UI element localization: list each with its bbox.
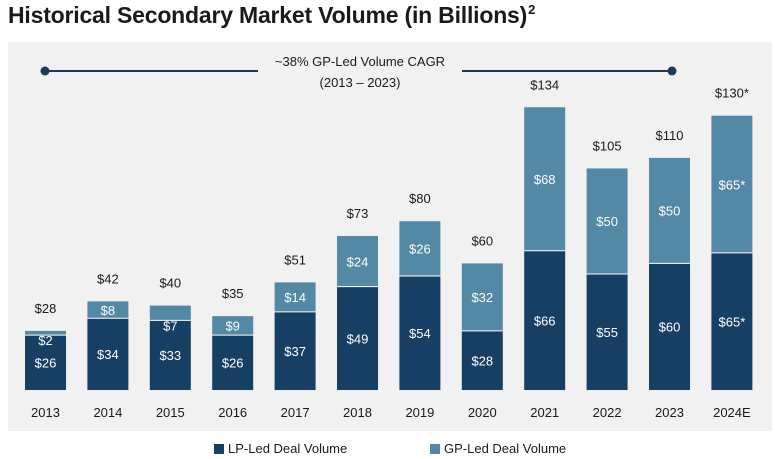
bar-gp-2016 [212, 316, 254, 336]
cagr-period-label: (2013 – 2023) [320, 75, 401, 90]
data-label-lp-2024E: $65* [719, 314, 746, 329]
data-label-gp-2024E: $65* [719, 177, 746, 192]
x-tick-2018: 2018 [343, 405, 372, 420]
legend-swatch-gp [430, 443, 440, 454]
bar-lp-2015 [149, 320, 191, 390]
data-label-lp-2022: $55 [596, 325, 618, 340]
bar-lp-2022 [586, 273, 628, 390]
bar-gp-2019 [399, 221, 441, 277]
cagr-dot-right [667, 66, 677, 76]
data-label-lp-2019: $54 [409, 326, 431, 341]
total-label-2020: $60 [471, 233, 493, 248]
bar-lp-2020 [461, 330, 503, 390]
legend-label-gp: GP-Led Deal Volume [444, 441, 567, 456]
plot-background [8, 42, 772, 431]
x-tick-2020: 2020 [468, 405, 497, 420]
x-tick-2014: 2014 [93, 405, 122, 420]
total-label-2022: $105 [593, 138, 622, 153]
data-label-lp-2023: $60 [659, 320, 681, 335]
data-label-gp-2022: $50 [596, 214, 618, 229]
total-label-2017: $51 [284, 252, 306, 267]
data-label-gp-2023: $50 [659, 204, 681, 219]
x-tick-2013: 2013 [31, 405, 60, 420]
data-label-lp-2020: $28 [471, 353, 493, 368]
total-label-2023: $110 [656, 128, 684, 143]
bar-lp-2018 [337, 286, 378, 390]
data-label-gp-2016: $9 [225, 319, 239, 334]
bar-gp-2022 [586, 168, 628, 274]
bars-group: $26 $2 $28 $34 $8 $42 $33 $7 $40 $26 $9 $35 $37 $14 $5… [25, 77, 753, 390]
total-label-2014: $42 [97, 271, 119, 286]
data-label-lp-2015: $33 [159, 348, 181, 363]
bar-lp-2013 [25, 335, 66, 390]
x-tick-2021: 2021 [530, 405, 559, 420]
bar-lp-2024E [711, 252, 753, 390]
total-label-2015: $40 [159, 276, 181, 291]
data-label-gp-2017: $14 [284, 290, 306, 305]
cagr-label: ~38% GP-Led Volume CAGR [275, 54, 445, 69]
x-tick-2024E: 2024E [713, 405, 751, 420]
bar-lp-2016 [212, 335, 254, 390]
total-label-2019: $80 [409, 191, 431, 206]
bar-gp-2018 [337, 235, 378, 287]
x-tick-2017: 2017 [281, 405, 310, 420]
x-tick-2019: 2019 [405, 405, 434, 420]
data-label-gp-2019: $26 [409, 242, 431, 257]
legend: LP-Led Deal Volume GP-Led Deal Volume [0, 441, 775, 459]
data-label-lp-2014: $34 [97, 347, 119, 362]
bar-lp-2014 [87, 318, 129, 390]
bar-gp-2017 [274, 282, 316, 312]
cagr-annotation: ~38% GP-Led Volume CAGR (2013 – 2023) [40, 54, 677, 90]
bar-gp-2024E [711, 115, 753, 253]
bar-gp-2013 [25, 330, 66, 336]
data-label-gp-2018: $24 [347, 254, 369, 269]
data-label-lp-2021: $66 [534, 313, 556, 328]
chart-title: Historical Secondary Market Volume (in B… [8, 2, 535, 29]
bar-gp-2014 [87, 301, 129, 319]
data-label-gp-2021: $68 [534, 172, 556, 187]
legend-label-lp: LP-Led Deal Volume [228, 441, 348, 456]
total-label-2024E: $130* [715, 86, 749, 101]
total-label-2021: $134 [530, 77, 559, 92]
bar-gp-2023 [649, 157, 690, 264]
x-tick-2016: 2016 [218, 405, 247, 420]
data-label-gp-2013: $2 [38, 333, 52, 348]
x-tick-2015: 2015 [156, 405, 185, 420]
legend-item-gp: GP-Led Deal Volume [430, 441, 566, 456]
total-label-2018: $73 [347, 206, 369, 221]
bar-lp-2019 [399, 276, 441, 390]
bar-gp-2021 [524, 107, 566, 251]
data-label-gp-2020: $32 [471, 290, 493, 305]
bar-gp-2015 [149, 305, 191, 321]
total-label-2013: $28 [35, 301, 57, 316]
data-label-lp-2018: $49 [347, 331, 369, 346]
x-tick-2022: 2022 [593, 405, 622, 420]
x-tick-2023: 2023 [655, 405, 684, 420]
legend-swatch-lp [214, 443, 224, 454]
data-label-lp-2017: $37 [284, 344, 306, 359]
data-label-gp-2015: $7 [163, 318, 177, 333]
bar-gp-2020 [461, 263, 503, 331]
legend-item-lp: LP-Led Deal Volume [214, 441, 347, 456]
data-label-lp-2016: $26 [222, 356, 244, 371]
title-footnote-marker: 2 [528, 2, 536, 18]
bar-lp-2021 [524, 250, 566, 390]
data-label-gp-2014: $8 [101, 303, 115, 318]
x-axis-ticks: 2013 2014 2015 2016 2017 2018 2019 2020 2021 2022… [31, 405, 751, 420]
bar-lp-2017 [274, 311, 316, 390]
total-label-2016: $35 [222, 286, 244, 301]
cagr-dot-left [40, 66, 50, 76]
bar-lp-2023 [649, 263, 690, 390]
chart-title-text: Historical Secondary Market Volume (in B… [8, 2, 528, 28]
data-label-lp-2013: $26 [35, 356, 57, 371]
